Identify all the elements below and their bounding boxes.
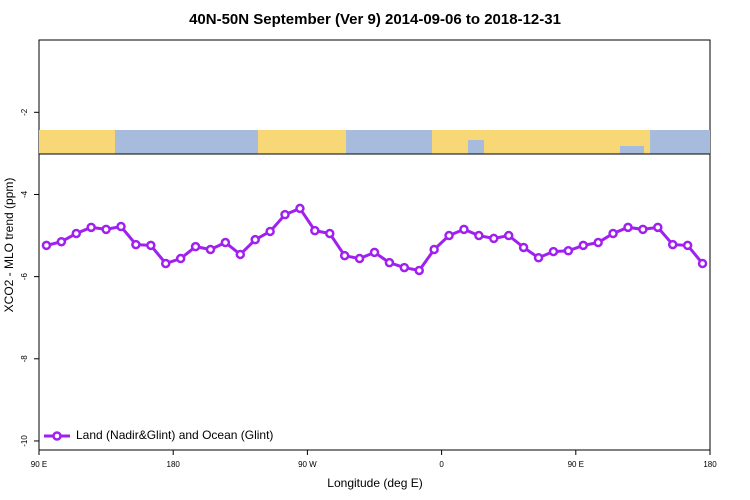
x-tick-label: 0	[439, 460, 444, 469]
x-tick-label: 90 E	[568, 460, 584, 469]
point	[325, 228, 335, 239]
point	[414, 265, 424, 276]
point	[86, 222, 96, 233]
point	[175, 253, 186, 264]
y-tick-label: -10	[20, 435, 29, 447]
point	[265, 226, 275, 237]
point	[474, 230, 484, 241]
point	[593, 237, 603, 248]
point	[548, 246, 559, 257]
y-tick-label: -6	[20, 273, 29, 281]
point	[280, 209, 290, 220]
point	[295, 203, 305, 214]
point	[101, 224, 111, 235]
x-tick-label: 90 E	[31, 460, 47, 469]
point	[444, 230, 454, 241]
point	[638, 224, 648, 235]
x-tick-label: 180	[703, 460, 717, 469]
point	[518, 242, 529, 253]
point	[250, 234, 260, 245]
point	[190, 241, 201, 252]
point	[41, 240, 52, 251]
point	[131, 239, 141, 250]
x-tick-label: 180	[167, 460, 181, 469]
point	[697, 258, 708, 269]
point	[503, 230, 514, 241]
point	[533, 252, 544, 263]
point	[429, 244, 439, 255]
point	[563, 246, 574, 256]
point	[354, 253, 365, 264]
point	[667, 239, 678, 250]
point	[578, 240, 589, 251]
point	[71, 228, 82, 239]
plot-frame	[38, 39, 711, 451]
point	[369, 247, 380, 258]
point	[653, 222, 663, 233]
point	[682, 240, 693, 251]
point	[339, 250, 350, 261]
point	[310, 225, 320, 236]
x-axis-label: Longitude (deg E)	[327, 476, 422, 490]
x-tick-label: 90 W	[298, 460, 317, 469]
point	[399, 262, 410, 273]
point	[623, 222, 633, 233]
y-axis-label: XCO2 - MLO trend (ppm)	[2, 178, 16, 313]
y-tick-label: -2	[20, 108, 29, 116]
y-tick-label: -8	[20, 355, 29, 363]
legend-marker	[52, 431, 62, 441]
legend-label: Land (Nadir&Glint) and Ocean (Glint)	[76, 428, 273, 442]
point	[384, 257, 395, 268]
point	[489, 233, 499, 244]
map-band	[39, 130, 710, 154]
point	[116, 221, 126, 232]
series-line	[46, 206, 704, 273]
y-tick-label: -4	[20, 190, 29, 198]
point	[220, 237, 231, 248]
point	[235, 249, 246, 260]
point	[459, 224, 469, 235]
point	[56, 236, 67, 247]
point	[146, 240, 156, 251]
point	[205, 244, 216, 255]
chart-title: 40N-50N September (Ver 9) 2014-09-06 to …	[189, 11, 561, 28]
point	[608, 228, 618, 239]
point	[160, 258, 171, 269]
